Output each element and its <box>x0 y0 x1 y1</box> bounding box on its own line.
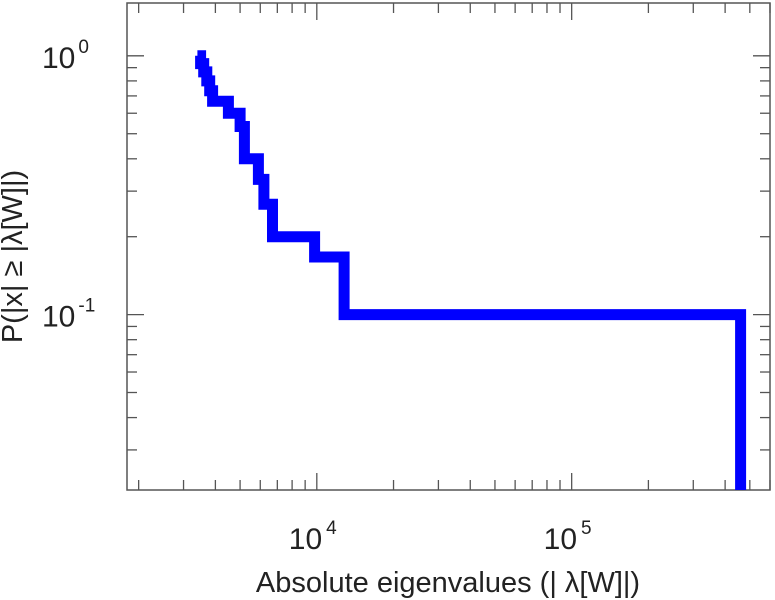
x-tick-label: 10 5 <box>544 518 592 556</box>
minor-ticks <box>127 3 771 490</box>
y-tick-label: 10 0 <box>42 37 89 75</box>
plot-frame <box>126 2 771 491</box>
plot-area <box>126 2 771 491</box>
x-tick-label: 10 4 <box>289 518 337 556</box>
y-tick-label: 10 -1 <box>42 296 95 334</box>
tick-labels: 10 4 10 5 10 0 10 -1 <box>42 37 592 556</box>
y-axis-label: P(|x| ≥ |λ[W]|) <box>0 170 29 343</box>
series-line <box>195 50 747 490</box>
series-layer <box>195 50 747 490</box>
x-axis-label: Absolute eigenvalues (| λ[W]|) <box>256 567 640 599</box>
major-ticks <box>127 3 770 490</box>
